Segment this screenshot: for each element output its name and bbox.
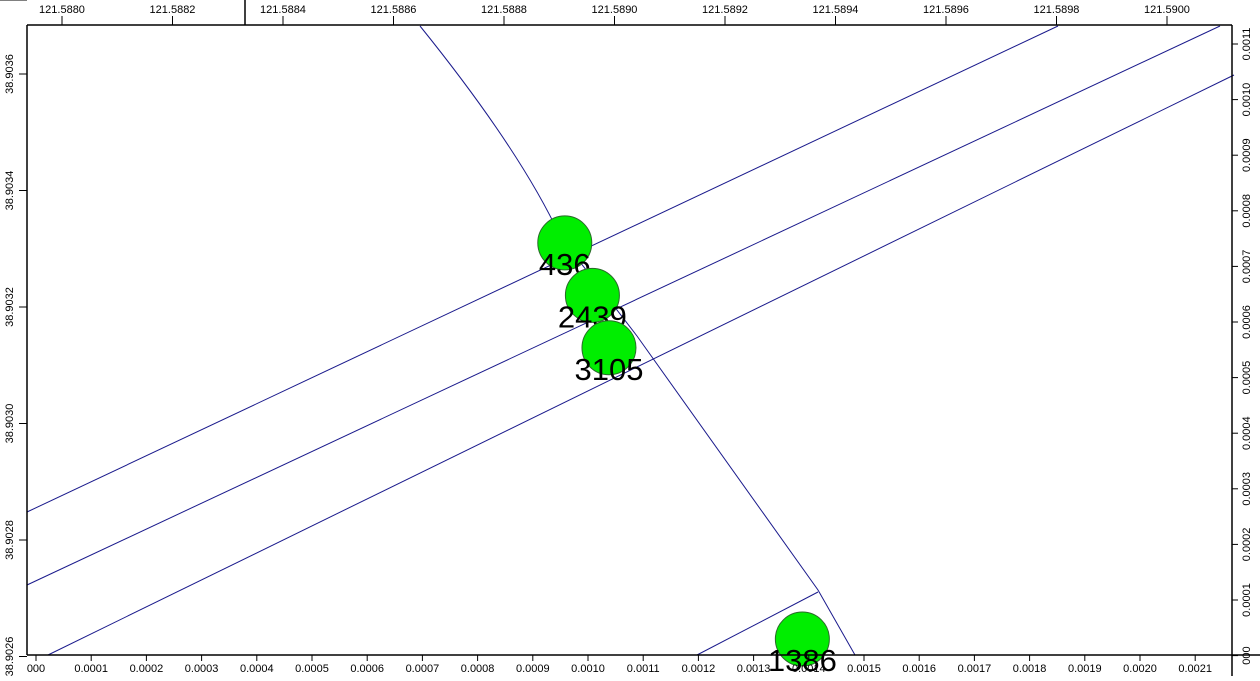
bottom-ruler-label: 0.0018 (1013, 663, 1047, 675)
bottom-ruler-label: 0.0005 (295, 663, 329, 675)
left-ruler[interactable]: 38.9036 38.9034 38.9032 38.9030 38.9028 38.90… (4, 54, 27, 676)
bottom-ruler-label: 0.0001 (74, 663, 108, 675)
right-ruler-label: 0.0011 (1241, 28, 1253, 61)
bottom-ruler-label: 000 (27, 663, 45, 675)
bottom-ruler-label: 0.0003 (185, 663, 219, 675)
bottom-ruler-label: 0.0012 (682, 663, 716, 675)
node-1386-marker[interactable] (774, 611, 830, 667)
left-ruler-label: 38.9028 (4, 520, 16, 560)
right-ruler-label: 0.0003 (1241, 472, 1253, 506)
bottom-ruler-label: 0.0004 (240, 663, 274, 675)
top-ruler-label: 121.5888 (481, 4, 527, 16)
right-ruler-label: 0.0002 (1241, 528, 1253, 562)
bottom-ruler-label: 0.0006 (350, 663, 384, 675)
right-ruler-label: 0.0010 (1241, 83, 1253, 117)
bottom-ruler-label: 0.0011 (627, 663, 660, 675)
bottom-ruler-label: 0.0014 (792, 663, 826, 675)
right-ruler-label: 0.0005 (1241, 361, 1253, 395)
bottom-ruler[interactable]: 000 0.0001 0.0002 0.0003 0.0004 0.0005 0.0006 0… (27, 655, 1212, 675)
bottom-ruler-label: 0.0015 (847, 663, 881, 675)
top-ruler-label: 121.5880 (39, 4, 85, 16)
road-lower-lane (47, 74, 1235, 656)
node-3105-marker[interactable] (581, 320, 637, 376)
top-ruler-label: 121.5896 (923, 4, 969, 16)
bottom-ruler-label: 0.0008 (461, 663, 495, 675)
road-upper-lane (26, 25, 1059, 513)
road-middle-lane (26, 25, 1221, 586)
top-ruler-label: 121.5898 (1034, 4, 1080, 16)
top-ruler-label: 121.5882 (150, 4, 196, 16)
right-ruler-label: 0.0001 (1241, 583, 1253, 617)
bottom-ruler-label: 0.0013 (737, 663, 771, 675)
bottom-ruler-label: 0.0010 (571, 663, 605, 675)
node-3105-label: 3105 (574, 352, 643, 387)
bottom-ruler-label: 0.0020 (1123, 663, 1157, 675)
bottom-ruler-label: 0.0007 (406, 663, 440, 675)
right-ruler[interactable]: 0.0011 0.0010 0.0009 0.0008 0.0007 0.0006 0.00… (1232, 28, 1253, 665)
node-436-marker[interactable] (537, 215, 593, 271)
node-2439-marker[interactable] (564, 267, 620, 323)
top-ruler-label: 121.5900 (1144, 4, 1190, 16)
left-ruler-label: 38.9036 (4, 54, 16, 94)
right-ruler-label: 0.0006 (1241, 305, 1253, 339)
right-ruler-label: 000 (1241, 646, 1253, 664)
bottom-ruler-label: 0.0016 (902, 663, 936, 675)
top-ruler-label: 121.5886 (371, 4, 417, 16)
bottom-ruler-label: 0.0021 (1178, 663, 1212, 675)
right-ruler-label: 0.0007 (1241, 250, 1253, 284)
left-ruler-label: 38.9026 (4, 637, 16, 676)
bottom-ruler-label: 0.0009 (516, 663, 550, 675)
road-crossing-street (419, 25, 856, 656)
top-ruler-label: 121.5890 (592, 4, 638, 16)
right-ruler-label: 0.0009 (1241, 138, 1253, 172)
bottom-ruler-label: 0.0017 (958, 663, 992, 675)
right-ruler-label: 0.0008 (1241, 194, 1253, 228)
top-ruler-label: 121.5894 (813, 4, 859, 16)
top-ruler-label: 121.5884 (260, 4, 306, 16)
node-1386-label: 1386 (768, 643, 837, 676)
left-ruler-label: 38.9030 (4, 404, 16, 444)
left-ruler-label: 38.9034 (4, 171, 16, 211)
left-ruler-label: 38.9032 (4, 287, 16, 327)
top-ruler-label: 121.5892 (702, 4, 748, 16)
bottom-ruler-label: 0.0002 (130, 663, 164, 675)
road-stub (696, 591, 819, 656)
bottom-ruler-label: 0.0019 (1068, 663, 1102, 675)
right-ruler-label: 0.0004 (1241, 416, 1253, 450)
top-ruler[interactable]: 121.5880 121.5882 121.5884 121.5886 121.5888… (39, 4, 1190, 25)
